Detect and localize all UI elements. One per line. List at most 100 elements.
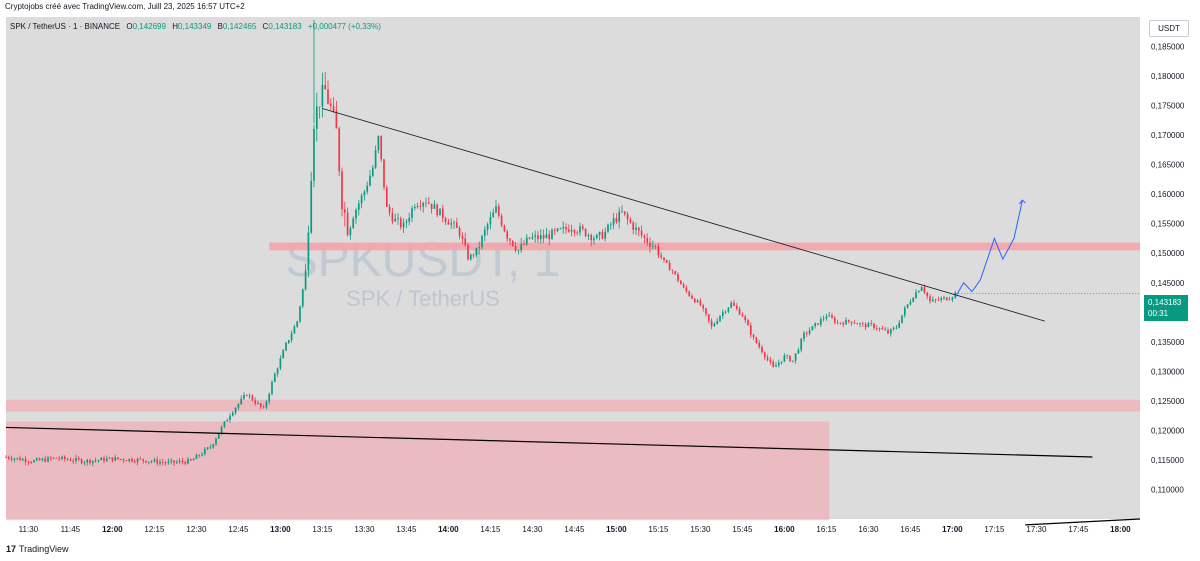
- candle-body: [156, 459, 159, 464]
- currency-selector[interactable]: USDT: [1149, 20, 1189, 37]
- candle-body: [357, 203, 360, 210]
- candle-body: [91, 460, 94, 463]
- candle-body: [531, 236, 534, 239]
- x-tick-label: 12:30: [186, 525, 207, 534]
- candle-body: [111, 457, 114, 461]
- candle-body: [16, 457, 19, 459]
- x-tick-label: 18:00: [1110, 525, 1131, 534]
- candle-body: [520, 244, 523, 251]
- candle-body: [626, 214, 629, 220]
- x-tick-label: 16:00: [774, 525, 795, 534]
- candle-body: [545, 234, 548, 239]
- candle-body: [55, 457, 58, 459]
- candle-body: [663, 257, 665, 261]
- candle-body: [861, 323, 864, 325]
- candle-body: [159, 462, 161, 464]
- candle-body: [570, 230, 573, 232]
- candle-body: [920, 287, 923, 291]
- candle-body: [374, 150, 377, 168]
- candle-body: [593, 238, 595, 241]
- candle-body: [878, 328, 881, 330]
- candle-body: [425, 202, 427, 204]
- footer-brand[interactable]: 17 TradingView: [6, 544, 69, 554]
- candle-body: [576, 232, 579, 234]
- candle-body: [847, 319, 850, 322]
- candle-body: [422, 203, 425, 207]
- candle-body: [128, 458, 131, 462]
- candle-body: [276, 368, 279, 374]
- y-tick-label: 0,165000: [1151, 161, 1185, 170]
- candle-body: [791, 360, 794, 362]
- candle-body: [363, 191, 366, 196]
- candle-body: [212, 444, 215, 448]
- candle-body: [912, 298, 915, 302]
- candle-body: [273, 373, 276, 383]
- candle-body: [257, 403, 259, 405]
- candle-body: [705, 308, 707, 315]
- candle-body: [640, 230, 643, 236]
- candle-body: [464, 238, 467, 246]
- candle-body: [915, 292, 917, 299]
- candle-body: [164, 462, 167, 464]
- candle-body: [139, 458, 142, 460]
- candle-body: [817, 323, 819, 325]
- candle-body: [584, 228, 587, 237]
- legend-high-label: H: [172, 22, 178, 31]
- candle-body: [828, 315, 831, 317]
- candle-body: [730, 302, 733, 308]
- y-tick-label: 0,110000: [1151, 485, 1184, 494]
- candle-body: [327, 89, 329, 104]
- candle-body: [335, 111, 338, 129]
- candle-body: [13, 458, 16, 460]
- x-tick-label: 13:00: [270, 525, 291, 534]
- candle-body: [497, 206, 500, 216]
- candle-body: [780, 361, 783, 363]
- x-tick-label: 14:30: [522, 525, 543, 534]
- candle-body: [271, 382, 273, 394]
- candle-body: [444, 218, 447, 222]
- candle-body: [318, 106, 321, 108]
- candle-body: [525, 237, 528, 245]
- y-tick-label: 0,135000: [1151, 338, 1185, 347]
- candle-body: [41, 458, 44, 461]
- candle-body: [220, 426, 223, 434]
- candle-body: [223, 421, 226, 427]
- candle-body: [100, 457, 103, 461]
- candle-body: [565, 226, 567, 230]
- candle-body: [66, 459, 69, 460]
- candle-body: [49, 457, 52, 459]
- candle-body: [884, 329, 887, 331]
- candle-body: [47, 457, 49, 462]
- candle-body: [469, 254, 472, 260]
- candle-body: [405, 221, 408, 223]
- candle-body: [839, 322, 842, 324]
- legend-symbol[interactable]: SPK / TetherUS · 1 · BINANCE: [10, 22, 121, 31]
- candle-body: [514, 245, 517, 251]
- candle-body: [917, 290, 920, 293]
- candle-body: [595, 234, 598, 239]
- candle-body: [304, 270, 307, 290]
- candle-body: [755, 337, 758, 344]
- candle-body: [805, 332, 808, 334]
- candle-body: [287, 340, 290, 343]
- candle-body: [61, 456, 63, 459]
- candle-body: [845, 319, 847, 325]
- candle-body: [217, 433, 220, 439]
- legend-low-label: B: [217, 22, 223, 31]
- candle-body: [668, 262, 671, 271]
- candle-body: [794, 353, 797, 361]
- candle-body: [786, 355, 789, 357]
- candle-body: [206, 447, 209, 450]
- x-tick-label: 13:30: [354, 525, 375, 534]
- candle-body: [313, 128, 315, 181]
- candle-body: [831, 315, 833, 318]
- candle-body: [688, 291, 691, 296]
- candle-body: [898, 322, 901, 328]
- candle-body: [299, 306, 301, 322]
- candle-body: [114, 457, 117, 461]
- candle-body: [707, 314, 710, 321]
- candle-body: [873, 323, 875, 329]
- candle-body: [548, 234, 551, 240]
- candle-body: [587, 235, 590, 237]
